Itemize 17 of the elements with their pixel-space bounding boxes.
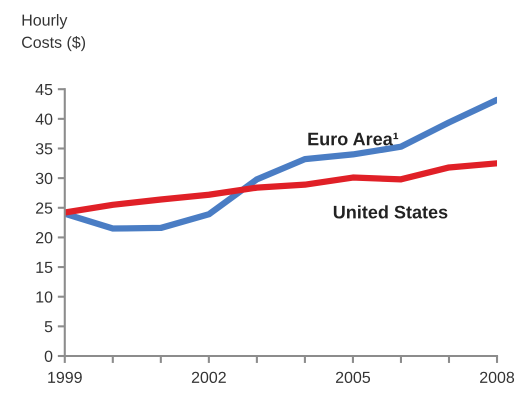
- x-tick-label: 2005: [336, 372, 370, 384]
- y-tick-label: 45: [36, 84, 52, 96]
- x-tick-label: 2008: [480, 372, 514, 384]
- y-tick-label: 25: [36, 202, 52, 214]
- y-tick-label: 10: [36, 291, 52, 303]
- y-tick-label: 40: [36, 113, 52, 125]
- y-tick-label: 20: [36, 232, 52, 244]
- series-label: United States: [334, 205, 448, 218]
- y-tick-label: 15: [36, 262, 52, 274]
- y-axis-title: Hourly Costs ($): [22, 14, 86, 52]
- y-tick-label: 0: [44, 350, 52, 362]
- x-tick-label: 1999: [48, 372, 82, 384]
- y-tick-label: 30: [36, 172, 52, 184]
- y-tick-label: 5: [44, 321, 52, 332]
- y-tick-label: 35: [36, 143, 52, 154]
- series-label: Euro Area¹: [308, 132, 398, 146]
- x-tick-label: 2002: [192, 372, 226, 384]
